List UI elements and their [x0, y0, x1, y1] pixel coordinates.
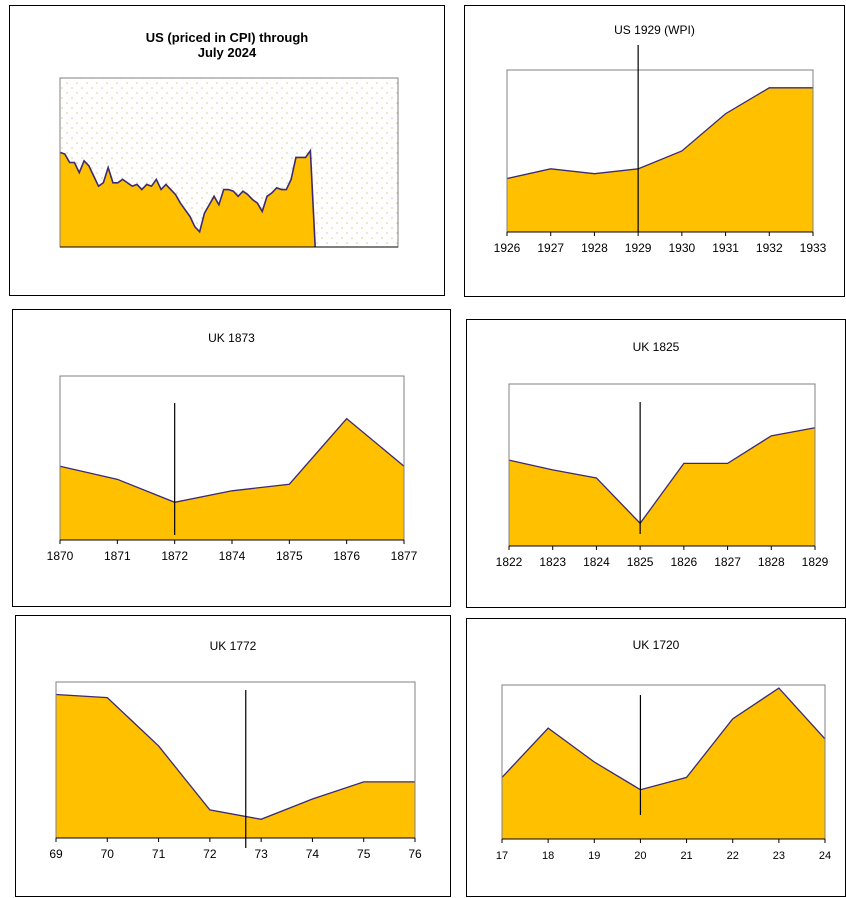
x-tick-label: 20 [634, 850, 646, 862]
x-tick-label: 1829 [802, 555, 829, 569]
area-fill [60, 419, 404, 540]
x-tick-label: 75 [357, 847, 371, 861]
x-tick-label: 23 [773, 850, 785, 862]
x-tick-label: 76 [408, 847, 422, 861]
x-tick-label: 73 [254, 847, 268, 861]
chart-uk-1873: 1870 1871 1872 1874 1875 1876 1877 [13, 310, 452, 608]
chart-uk-1772: 69 70 71 72 73 74 75 76 [16, 616, 452, 898]
x-tick-label: 69 [49, 847, 63, 861]
x-tick-label: 18 [542, 850, 554, 862]
x-tick-label: 1827 [714, 555, 741, 569]
x-tick-label: 1933 [800, 241, 827, 255]
x-tick-label: 1870 [47, 549, 74, 563]
x-tick-label: 1931 [712, 241, 739, 255]
x-tick-label: 1874 [219, 549, 246, 563]
chart-uk-1825: 1822 1823 1824 1825 1826 1827 1828 1829 [467, 320, 846, 609]
x-tick-label: 1825 [627, 555, 654, 569]
x-tick-label: 1823 [539, 555, 566, 569]
x-tick-label: 1928 [581, 241, 608, 255]
x-tick-label: 1822 [496, 555, 523, 569]
x-tick-label: 71 [152, 847, 166, 861]
x-tick-label: 21 [680, 850, 692, 862]
x-tick-label: 1824 [583, 555, 610, 569]
chart-us-1929: 1926 1927 1928 1929 1930 1931 1932 1933 [465, 6, 846, 298]
x-tick-label: 22 [727, 850, 739, 862]
x-tick-label: 1926 [494, 241, 521, 255]
x-tick-label: 1828 [758, 555, 785, 569]
area-fill [56, 694, 415, 838]
chart-uk-1720: 17 18 19 20 21 22 23 24 [467, 619, 846, 898]
chart-panel-us-cpi: US (priced in CPI) through July 2024 [9, 5, 445, 296]
x-tick-label: 1929 [625, 241, 652, 255]
x-tick-label: 74 [306, 847, 320, 861]
x-tick-label: 1927 [537, 241, 564, 255]
area-fill [502, 688, 825, 839]
x-tick-label: 24 [819, 850, 831, 862]
x-tick-label: 1932 [756, 241, 783, 255]
x-tick-label: 1877 [391, 549, 418, 563]
area-fill [509, 428, 815, 546]
chart-us-cpi [10, 6, 446, 297]
x-tick-label: 1930 [669, 241, 696, 255]
x-tick-label: 1876 [333, 549, 360, 563]
x-tick-label: 72 [203, 847, 217, 861]
x-tick-label: 17 [496, 850, 508, 862]
x-tick-label: 1875 [276, 549, 303, 563]
x-tick-label: 1871 [104, 549, 131, 563]
x-tick-label: 1826 [671, 555, 698, 569]
x-tick-label: 1872 [161, 549, 188, 563]
x-tick-label: 19 [588, 850, 600, 862]
x-tick-label: 70 [101, 847, 115, 861]
